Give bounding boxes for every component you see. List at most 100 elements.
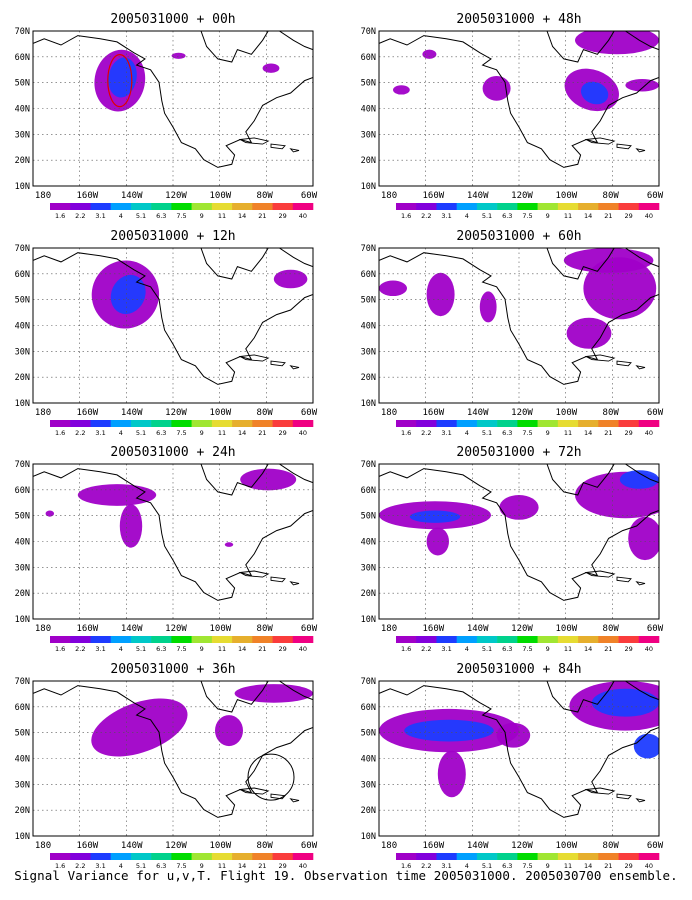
colorbar-swatch (578, 636, 599, 643)
lat-tick-label: 30N (15, 347, 30, 357)
variance-region (273, 269, 308, 289)
colorbar-label: 1.6 (55, 429, 65, 437)
colorbar-swatch (578, 203, 599, 210)
variance-region (262, 63, 280, 73)
lat-tick-label: 60N (15, 270, 30, 280)
lat-tick-label: 10N (15, 399, 30, 409)
colorbar-label: 4 (119, 212, 123, 220)
colorbar-swatch (90, 203, 111, 210)
lon-tick-label: 180 (381, 841, 397, 851)
lat-tick-label: 40N (361, 322, 376, 332)
lon-tick-label: 180 (381, 624, 397, 634)
colorbar-label: 6.3 (502, 645, 512, 653)
colorbar-swatch (578, 853, 599, 860)
lat-tick-label: 50N (15, 512, 30, 522)
island-outline (584, 570, 616, 578)
variance-region (583, 257, 657, 320)
colorbar-label: 14 (584, 862, 592, 870)
map-panel: 2005031000 + 00h 70N 60N 50N 40N 30N 20N 10N 180… (15, 12, 318, 220)
lat-tick-label: 70N (15, 244, 30, 254)
colorbar-swatch (396, 420, 417, 427)
colorbar-label: 11 (564, 212, 572, 220)
colorbar-swatch (436, 420, 457, 427)
lon-tick-label: 80W (257, 408, 274, 418)
lon-tick-label: 180 (35, 191, 51, 201)
variance-region (215, 715, 243, 747)
colorbar-label: 29 (625, 645, 633, 653)
island-outline (289, 148, 300, 153)
lat-tick-label: 20N (361, 806, 376, 816)
panel-title: 2005031000 + 60h (456, 229, 581, 244)
colorbar-label: 7.5 (176, 212, 186, 220)
island-outline (635, 798, 646, 803)
colorbar-label: 21 (604, 429, 612, 437)
colorbar-label: 14 (238, 212, 246, 220)
colorbar-swatch (497, 420, 518, 427)
variance-region (234, 684, 313, 703)
colorbar-label: 21 (258, 645, 266, 653)
island-outline (289, 581, 300, 586)
colorbar-swatch (456, 420, 478, 427)
variance-region (240, 468, 297, 491)
island-outline (635, 148, 646, 153)
variance-region (482, 75, 511, 101)
coastline (625, 248, 659, 268)
colorbar-swatch (517, 853, 538, 860)
lon-tick-label: 100W (555, 408, 577, 418)
colorbar-label: 6.3 (502, 862, 512, 870)
colorbar-swatch (537, 853, 559, 860)
lat-tick-label: 50N (15, 296, 30, 306)
variance-region (110, 274, 146, 315)
colorbar-label: 9 (200, 862, 204, 870)
coastline (279, 31, 313, 51)
colorbar-swatch (151, 853, 172, 860)
colorbar-swatch (151, 636, 172, 643)
lat-tick-label: 30N (15, 563, 30, 573)
colorbar-label: 29 (625, 862, 633, 870)
colorbar-label: 3.1 (441, 212, 451, 220)
colorbar-swatch (598, 636, 619, 643)
colorbar-label: 9 (546, 645, 550, 653)
lat-tick-label: 10N (15, 615, 30, 625)
lon-tick-label: 140W (121, 191, 143, 201)
colorbar-swatch (537, 420, 559, 427)
lon-tick-label: 140W (121, 624, 143, 634)
lat-tick-label: 40N (361, 538, 376, 548)
colorbar-label: 40 (299, 862, 307, 870)
colorbar-label: 40 (299, 429, 307, 437)
lat-tick-label: 60N (361, 53, 376, 63)
island-outline (238, 137, 270, 145)
colorbar-swatch (456, 636, 478, 643)
colorbar-swatch (110, 636, 132, 643)
colorbar-label: 7.5 (522, 862, 532, 870)
colorbar-label: 2.2 (421, 429, 431, 437)
colorbar-label: 14 (584, 429, 592, 437)
colorbar-label: 7.5 (522, 429, 532, 437)
coastline (546, 464, 615, 496)
colorbar-swatch (396, 853, 417, 860)
colorbar-label: 7.5 (176, 429, 186, 437)
island-outline (584, 137, 616, 145)
coastline (33, 468, 313, 601)
lat-tick-label: 70N (361, 244, 376, 254)
colorbar-swatch (191, 203, 213, 210)
colorbar-label: 7.5 (522, 212, 532, 220)
map-panel: 2005031000 + 84h 70N 60N 50N 40N 30N 20N 10N 180… (361, 662, 664, 870)
lon-tick-label: 140W (467, 624, 489, 634)
lat-tick-label: 40N (15, 322, 30, 332)
colorbar-label: 4 (465, 645, 469, 653)
map-frame (378, 680, 660, 837)
lat-tick-label: 10N (15, 182, 30, 192)
colorbar-label: 6.3 (156, 645, 166, 653)
lat-tick-label: 50N (15, 729, 30, 739)
lon-tick-label: 140W (467, 408, 489, 418)
colorbar-label: 14 (238, 429, 246, 437)
colorbar-swatch (598, 853, 619, 860)
coastline (200, 681, 269, 713)
colorbar-swatch (171, 853, 192, 860)
variance-region (422, 49, 437, 59)
lat-tick-label: 30N (361, 130, 376, 140)
colorbar-label: 40 (645, 862, 653, 870)
colorbar-label: 4 (119, 429, 123, 437)
lon-tick-label: 80W (257, 841, 274, 851)
